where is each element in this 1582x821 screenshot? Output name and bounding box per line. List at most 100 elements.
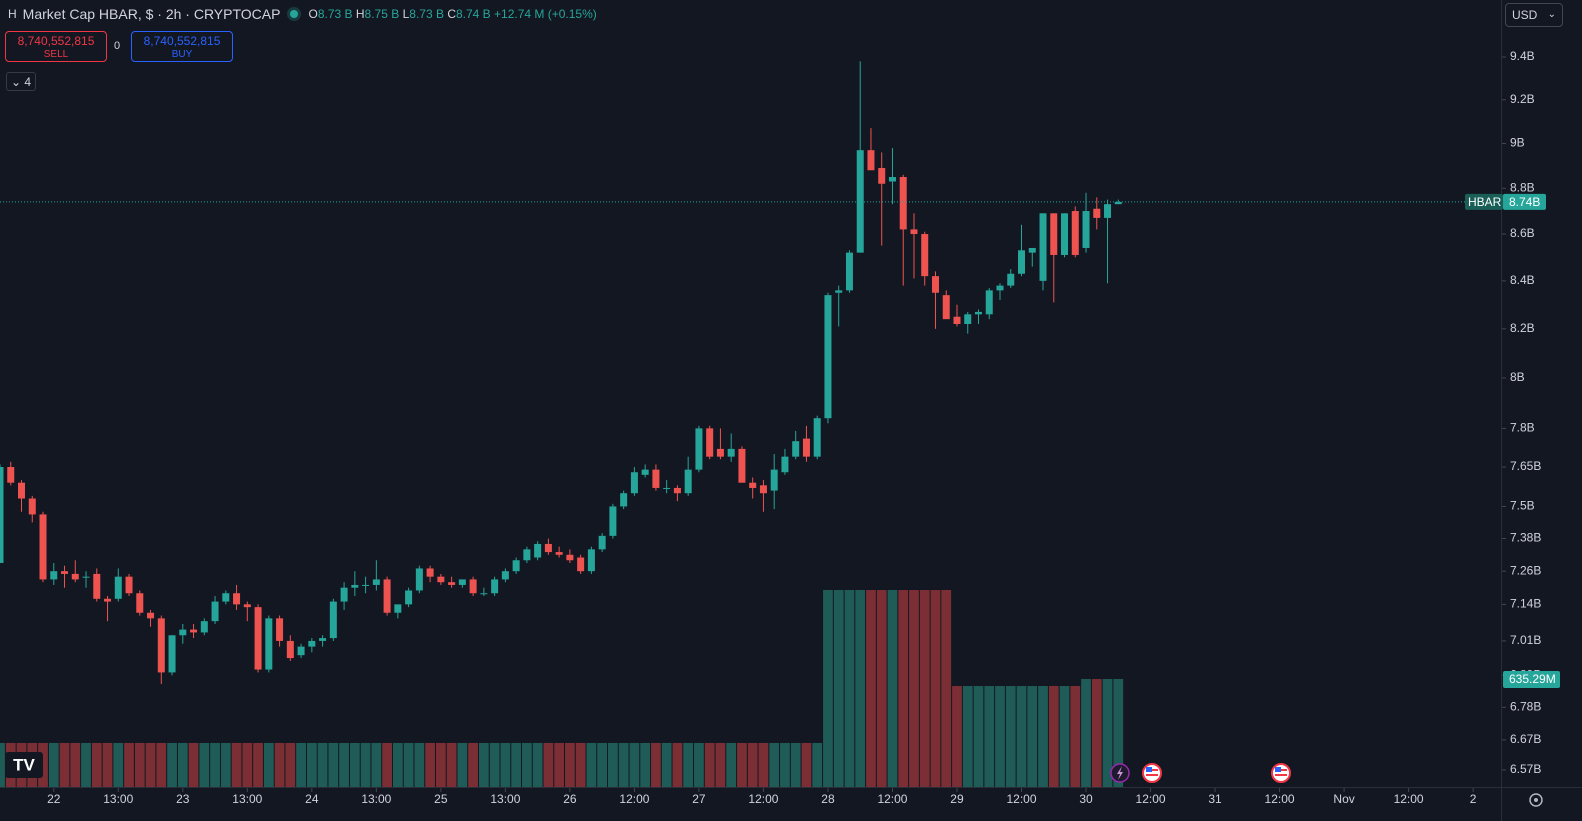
volume-bar bbox=[371, 742, 382, 787]
spread: 0 bbox=[114, 40, 121, 52]
x-tick-label: 12:00 bbox=[1265, 792, 1295, 806]
candle-body bbox=[1007, 273, 1015, 286]
volume-bar bbox=[565, 742, 575, 787]
candle-body bbox=[673, 487, 681, 494]
volume-bar bbox=[575, 742, 586, 787]
sell-label: SELL bbox=[43, 49, 69, 60]
candle-body bbox=[351, 584, 359, 588]
candle-body bbox=[888, 176, 896, 182]
candle-body bbox=[931, 276, 939, 293]
event-icons[interactable] bbox=[1110, 763, 1291, 783]
volume-label-bg bbox=[1503, 671, 1560, 689]
candle-body bbox=[222, 593, 230, 602]
price-label-bg bbox=[1503, 193, 1546, 210]
ohlc-value: 8.74 B bbox=[455, 7, 491, 21]
candle-body bbox=[749, 482, 757, 488]
x-tick-label: 12:00 bbox=[748, 792, 778, 806]
candle-body bbox=[93, 573, 101, 599]
candle-body bbox=[340, 587, 348, 602]
candle-body bbox=[1018, 250, 1026, 274]
candle-body bbox=[566, 554, 574, 561]
candle-body bbox=[71, 573, 79, 580]
volume-bar bbox=[328, 742, 339, 787]
volume-bar bbox=[823, 589, 833, 787]
ohlc-key: H bbox=[355, 7, 365, 21]
candle-body bbox=[233, 593, 241, 605]
volume-bar bbox=[1081, 679, 1091, 787]
volume-bar bbox=[70, 742, 81, 787]
candle-body bbox=[50, 571, 58, 580]
candle-body bbox=[835, 290, 843, 293]
currency-select[interactable]: USD ⌄ bbox=[1505, 3, 1563, 27]
x-tick-label: 12:00 bbox=[1006, 792, 1036, 806]
candle-body bbox=[480, 593, 488, 595]
volume-bar bbox=[360, 742, 371, 787]
y-tick-label: 7.5B bbox=[1510, 499, 1535, 513]
candle-body bbox=[501, 571, 509, 580]
volume-bar bbox=[382, 742, 392, 787]
candle-body bbox=[136, 593, 144, 613]
x-tick-label: 27 bbox=[692, 792, 706, 806]
candle-body bbox=[329, 601, 337, 639]
ohlc-key: C bbox=[447, 7, 456, 21]
candle-body bbox=[469, 579, 477, 594]
buy-button[interactable]: 8,740,552,815 BUY bbox=[131, 31, 233, 62]
symbol-title[interactable]: Market Cap HBAR, $ · 2h · CRYPTOCAP bbox=[22, 6, 281, 22]
candle-body bbox=[114, 576, 122, 599]
candle-body bbox=[7, 467, 15, 483]
volume-bar bbox=[833, 589, 844, 787]
x-tick-label: 12:00 bbox=[619, 792, 649, 806]
buy-label: BUY bbox=[171, 49, 193, 60]
volume-bar bbox=[414, 742, 425, 787]
volume-bar bbox=[1091, 679, 1102, 787]
indicators-count: 4 bbox=[24, 75, 32, 89]
y-tick-label: 9.4B bbox=[1510, 49, 1535, 63]
y-tick-label: 6.67B bbox=[1510, 732, 1541, 746]
sell-button[interactable]: 8,740,552,815 SELL bbox=[5, 31, 107, 62]
volume-bar bbox=[113, 742, 124, 787]
candle-body bbox=[641, 469, 649, 475]
candle-body bbox=[28, 498, 36, 515]
candle-body bbox=[781, 456, 789, 473]
candle-body bbox=[555, 552, 563, 555]
candle-body bbox=[813, 418, 821, 457]
volume-bar bbox=[726, 742, 737, 787]
volume-bar bbox=[887, 589, 898, 787]
volume-bar bbox=[306, 742, 317, 787]
candle-body bbox=[276, 618, 284, 641]
currency: USD bbox=[1512, 8, 1538, 22]
volume-bar bbox=[59, 742, 70, 787]
x-tick-label: 12:00 bbox=[877, 792, 907, 806]
volume-bar bbox=[102, 742, 113, 787]
candle-body bbox=[738, 448, 746, 483]
candle-body bbox=[415, 568, 423, 591]
candle-body bbox=[716, 448, 724, 457]
volume-layer bbox=[0, 589, 1124, 787]
volume-bar bbox=[952, 686, 962, 787]
legend-header: H Market Cap HBAR, $ · 2h · CRYPTOCAP O8… bbox=[8, 6, 597, 22]
volume-bar bbox=[1005, 686, 1016, 787]
volume-bar bbox=[704, 742, 715, 787]
candle-body bbox=[211, 601, 219, 622]
candle-body bbox=[243, 604, 251, 608]
ohlc-value: 8.73 B bbox=[317, 7, 353, 21]
candle-body bbox=[770, 469, 778, 491]
volume-bar bbox=[855, 589, 866, 787]
volume-bar bbox=[1048, 686, 1059, 787]
volume-bar bbox=[683, 742, 694, 787]
volume-bar bbox=[608, 742, 618, 787]
candle-body bbox=[609, 506, 617, 536]
settings-icon[interactable] bbox=[1529, 793, 1543, 807]
volume-bar bbox=[500, 742, 511, 787]
price-name-bg bbox=[1465, 193, 1503, 210]
x-tick-label: 12:00 bbox=[1136, 792, 1166, 806]
volume-bar bbox=[554, 742, 565, 787]
y-tick-label: 6.57B bbox=[1510, 762, 1541, 776]
candle-body bbox=[587, 549, 595, 572]
candle-body bbox=[942, 295, 950, 320]
volume-bar bbox=[0, 742, 5, 787]
candle-body bbox=[706, 428, 714, 457]
y-tick-label: 8.8B bbox=[1510, 180, 1535, 194]
indicators-toggle[interactable]: ⌄ 4 bbox=[6, 72, 36, 91]
volume-bar bbox=[790, 742, 801, 787]
